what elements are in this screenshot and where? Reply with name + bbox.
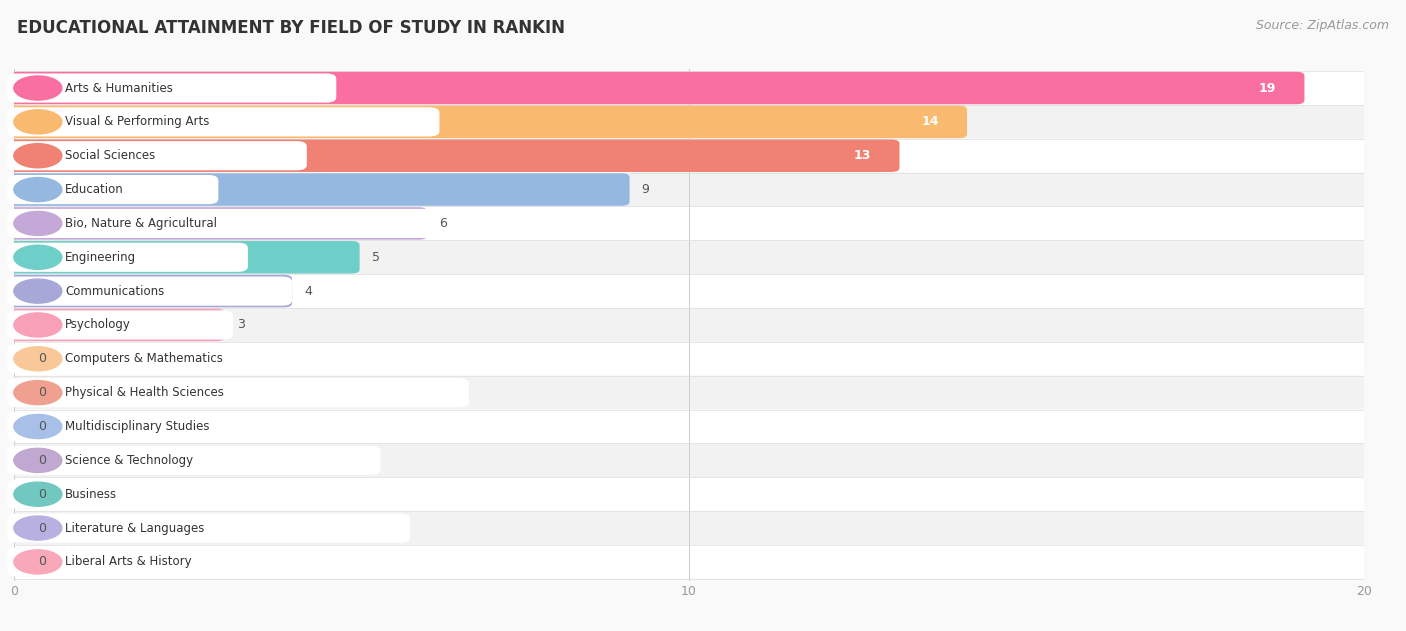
Circle shape (14, 245, 62, 269)
Text: 0: 0 (38, 386, 45, 399)
FancyBboxPatch shape (10, 345, 35, 373)
Text: EDUCATIONAL ATTAINMENT BY FIELD OF STUDY IN RANKIN: EDUCATIONAL ATTAINMENT BY FIELD OF STUDY… (17, 19, 565, 37)
Text: 3: 3 (236, 319, 245, 331)
FancyBboxPatch shape (6, 139, 900, 172)
Text: Arts & Humanities: Arts & Humanities (65, 81, 173, 95)
Text: Education: Education (65, 183, 124, 196)
Circle shape (14, 177, 62, 202)
FancyBboxPatch shape (10, 514, 35, 542)
FancyBboxPatch shape (6, 105, 967, 138)
Circle shape (14, 347, 62, 371)
Text: 0: 0 (38, 352, 45, 365)
FancyBboxPatch shape (10, 412, 35, 440)
FancyBboxPatch shape (14, 206, 1364, 240)
FancyBboxPatch shape (10, 446, 35, 475)
FancyBboxPatch shape (14, 444, 1364, 477)
Text: Physical & Health Sciences: Physical & Health Sciences (65, 386, 224, 399)
FancyBboxPatch shape (6, 309, 225, 341)
FancyBboxPatch shape (7, 107, 440, 136)
FancyBboxPatch shape (7, 412, 454, 441)
Text: Bio, Nature & Agricultural: Bio, Nature & Agricultural (65, 217, 217, 230)
FancyBboxPatch shape (7, 310, 233, 339)
Text: 0: 0 (38, 522, 45, 534)
FancyBboxPatch shape (7, 445, 381, 475)
Text: Psychology: Psychology (65, 319, 131, 331)
FancyBboxPatch shape (14, 308, 1364, 342)
FancyBboxPatch shape (14, 375, 1364, 410)
FancyBboxPatch shape (14, 511, 1364, 545)
FancyBboxPatch shape (10, 480, 35, 509)
Circle shape (14, 211, 62, 235)
Text: Visual & Performing Arts: Visual & Performing Arts (65, 115, 209, 128)
FancyBboxPatch shape (7, 345, 425, 374)
FancyBboxPatch shape (6, 275, 292, 307)
Text: 0: 0 (38, 488, 45, 501)
FancyBboxPatch shape (10, 379, 35, 407)
FancyBboxPatch shape (6, 241, 360, 273)
Circle shape (14, 76, 62, 100)
Text: 13: 13 (853, 149, 872, 162)
Text: 0: 0 (38, 420, 45, 433)
FancyBboxPatch shape (10, 548, 35, 576)
FancyBboxPatch shape (14, 173, 1364, 206)
FancyBboxPatch shape (7, 73, 336, 103)
FancyBboxPatch shape (7, 141, 307, 170)
FancyBboxPatch shape (7, 547, 411, 577)
Text: Liberal Arts & History: Liberal Arts & History (65, 555, 191, 569)
Text: Science & Technology: Science & Technology (65, 454, 193, 467)
FancyBboxPatch shape (6, 207, 427, 240)
Text: 19: 19 (1258, 81, 1277, 95)
Circle shape (14, 144, 62, 168)
FancyBboxPatch shape (7, 378, 470, 407)
Circle shape (14, 448, 62, 473)
FancyBboxPatch shape (7, 175, 218, 204)
Circle shape (14, 279, 62, 303)
Text: 14: 14 (921, 115, 939, 128)
Text: 0: 0 (38, 555, 45, 569)
Circle shape (14, 482, 62, 506)
Text: Communications: Communications (65, 285, 165, 298)
FancyBboxPatch shape (14, 71, 1364, 105)
FancyBboxPatch shape (7, 243, 247, 272)
FancyBboxPatch shape (6, 72, 1305, 104)
Circle shape (14, 313, 62, 337)
Circle shape (14, 415, 62, 439)
Text: 4: 4 (304, 285, 312, 298)
FancyBboxPatch shape (14, 477, 1364, 511)
Text: 6: 6 (439, 217, 447, 230)
FancyBboxPatch shape (7, 209, 470, 238)
Text: Literature & Languages: Literature & Languages (65, 522, 204, 534)
FancyBboxPatch shape (14, 342, 1364, 375)
Text: Multidisciplinary Studies: Multidisciplinary Studies (65, 420, 209, 433)
Text: Engineering: Engineering (65, 251, 136, 264)
Text: Business: Business (65, 488, 117, 501)
Circle shape (14, 550, 62, 574)
Circle shape (14, 380, 62, 404)
Text: Source: ZipAtlas.com: Source: ZipAtlas.com (1256, 19, 1389, 32)
Circle shape (14, 516, 62, 540)
Text: 0: 0 (38, 454, 45, 467)
FancyBboxPatch shape (7, 480, 204, 509)
FancyBboxPatch shape (14, 545, 1364, 579)
Text: 9: 9 (641, 183, 650, 196)
FancyBboxPatch shape (7, 276, 292, 305)
Text: Computers & Mathematics: Computers & Mathematics (65, 352, 224, 365)
FancyBboxPatch shape (6, 174, 630, 206)
FancyBboxPatch shape (14, 240, 1364, 274)
FancyBboxPatch shape (14, 274, 1364, 308)
Text: Social Sciences: Social Sciences (65, 149, 155, 162)
FancyBboxPatch shape (7, 514, 411, 543)
FancyBboxPatch shape (14, 139, 1364, 173)
FancyBboxPatch shape (14, 410, 1364, 444)
Text: 5: 5 (371, 251, 380, 264)
Circle shape (14, 110, 62, 134)
FancyBboxPatch shape (14, 105, 1364, 139)
